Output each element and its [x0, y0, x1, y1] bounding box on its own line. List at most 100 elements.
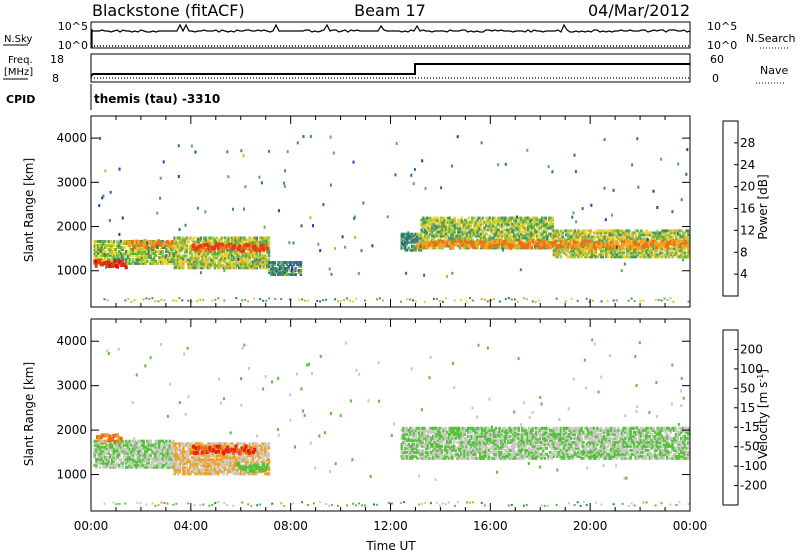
data-cell [458, 218, 462, 222]
sparse-cell [615, 245, 618, 249]
data-cell [158, 250, 161, 253]
data-cell [189, 262, 192, 266]
data-cell [476, 224, 479, 228]
freq-label-2: [MHz] [4, 67, 33, 78]
data-cell [469, 234, 472, 238]
sparse-cell [603, 186, 606, 190]
data-cell [409, 450, 412, 454]
data-cell [201, 248, 204, 252]
data-cell [683, 247, 687, 251]
data-cell [431, 444, 435, 448]
ridge-cell [608, 245, 612, 250]
data-cell [402, 234, 405, 238]
data-cell [124, 250, 128, 253]
data-cell [414, 450, 417, 454]
data-cell [252, 250, 255, 254]
data-cell [211, 256, 215, 260]
data-cell [144, 257, 147, 261]
data-cell [666, 233, 669, 237]
sparse-cell [405, 271, 408, 275]
data-cell [283, 269, 287, 272]
data-cell [444, 434, 447, 438]
data-cell [208, 264, 211, 268]
data-cell [124, 443, 128, 447]
data-cell [420, 238, 423, 242]
data-cell [140, 261, 144, 265]
data-cell [423, 220, 427, 224]
data-cell [492, 228, 495, 232]
data-cell [438, 438, 442, 442]
data-cell [584, 251, 587, 255]
data-cell [669, 253, 673, 257]
data-cell [151, 445, 154, 449]
data-cell [163, 246, 166, 249]
data-cell [215, 240, 218, 244]
data-cell [409, 236, 412, 240]
data-cell [98, 457, 102, 461]
data-cell [98, 449, 102, 453]
data-cell [114, 255, 117, 259]
scatter-cell [268, 297, 271, 300]
data-cell [114, 445, 117, 449]
data-cell [124, 257, 128, 261]
data-cell [121, 248, 124, 251]
data-cell [206, 468, 210, 472]
data-cell [514, 236, 518, 240]
data-cell [260, 460, 264, 464]
data-cell [599, 253, 603, 257]
data-cell [458, 228, 462, 232]
data-cell [95, 451, 98, 455]
data-cell [471, 220, 474, 224]
data-cell [229, 458, 232, 462]
data-cell [411, 440, 414, 444]
data-cell [636, 229, 640, 233]
data-cell [222, 454, 225, 458]
data-cell [145, 252, 149, 255]
data-cell [178, 442, 182, 446]
data-cell [573, 255, 577, 259]
data-cell [118, 449, 121, 453]
data-cell [497, 246, 500, 250]
data-cell [161, 261, 165, 265]
data-cell [610, 231, 613, 235]
data-cell [440, 450, 444, 454]
data-cell [432, 234, 436, 238]
data-cell [541, 238, 544, 242]
data-cell [154, 451, 158, 455]
data-cell [521, 234, 525, 238]
data-cell [229, 258, 232, 262]
data-cell [594, 231, 598, 235]
data-cell [516, 228, 519, 232]
data-cell [485, 216, 488, 220]
data-cell [509, 228, 513, 232]
noise-left-tick-bottom: 10^0 [58, 39, 88, 52]
data-cell [638, 235, 641, 239]
data-cell [612, 253, 615, 257]
data-cell [225, 458, 229, 462]
data-cell [128, 459, 131, 463]
data-cell [253, 240, 257, 244]
data-cell [450, 240, 453, 244]
data-cell [460, 216, 464, 220]
sparse-cell [177, 144, 180, 148]
data-cell [603, 229, 606, 233]
data-cell [467, 240, 471, 244]
ridge-cell [572, 240, 576, 245]
data-cell [197, 256, 201, 260]
data-cell [528, 246, 532, 250]
data-cell [591, 255, 594, 259]
data-cell [189, 236, 192, 240]
data-cell [624, 229, 627, 233]
sparse-cell [686, 148, 689, 152]
data-cell [631, 237, 634, 241]
data-cell [196, 472, 199, 476]
data-cell [118, 250, 121, 253]
data-cell [462, 228, 465, 232]
data-cell [232, 236, 236, 240]
data-cell [520, 218, 523, 222]
data-cell [218, 452, 222, 456]
data-cell [250, 238, 253, 242]
data-cell [273, 269, 276, 272]
data-cell [486, 222, 490, 226]
data-cell [137, 259, 140, 263]
